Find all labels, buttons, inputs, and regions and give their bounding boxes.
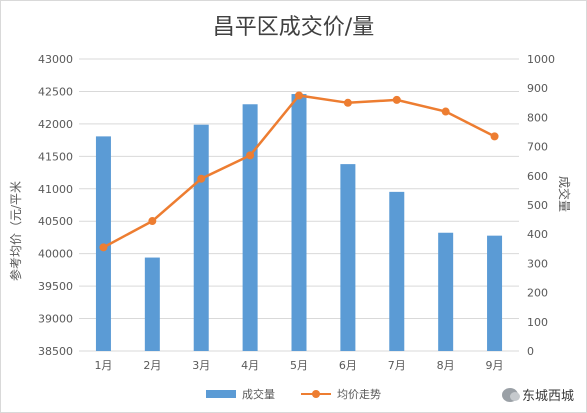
x-tick-label: 6月 [339,359,357,372]
bar [340,164,356,351]
legend-label-bar: 成交量 [242,388,275,401]
x-tick-label: 8月 [437,359,455,372]
line-point [343,98,352,107]
y-right-tick-label: 500 [527,199,548,212]
bar [438,232,454,351]
y-right-tick-label: 400 [527,228,548,241]
x-tick-label: 7月 [388,359,406,372]
legend-label-line: 均价走势 [337,388,381,401]
legend: 成交量 均价走势 [1,386,586,402]
y-left-tick-label: 42500 [38,85,73,98]
watermark: 东城西城 [501,385,574,404]
line-point [246,151,255,160]
bar [144,257,160,351]
x-tick-label: 1月 [94,359,112,372]
x-tick-label: 5月 [290,359,308,372]
bar [291,94,307,351]
bar [193,124,209,351]
legend-swatch-line [301,390,331,398]
line-point [99,243,108,252]
y-right-tick-label: 300 [527,257,548,270]
line-point [295,91,303,100]
x-tick-label: 9月 [486,359,504,372]
x-tick-label: 2月 [143,359,161,372]
y-right-tick-label: 900 [527,82,548,95]
y-left-tick-label: 38500 [38,345,73,358]
y-right-tick-label: 600 [527,170,548,183]
watermark-text: 东城西城 [521,389,574,404]
y-left-tick-label: 40500 [38,215,73,228]
bar [487,235,503,351]
bar [389,191,405,351]
line-point [490,132,499,141]
y-right-tick-label: 0 [527,345,534,358]
legend-swatch-bar [206,390,236,398]
line-point [441,107,450,116]
legend-item-bar: 成交量 [206,386,275,402]
y-right-tick-label: 200 [527,287,548,300]
y-left-tick-label: 41000 [38,183,73,196]
y-left-tick-label: 43000 [38,53,73,66]
y-right-tick-label: 700 [527,141,548,154]
line-point [392,95,401,104]
y-left-tick-label: 39000 [38,313,73,326]
x-tick-label: 3月 [192,359,210,372]
y-left-tick-label: 42000 [38,118,73,131]
y-right-tick-label: 1000 [527,53,555,66]
y-left-tick-label: 40000 [38,248,73,261]
y-left-tick-label: 39500 [38,280,73,293]
chart-title: 昌平区成交价/量 [212,15,375,40]
line-point [148,217,157,226]
y-right-tick-label: 800 [527,111,548,124]
legend-item-line: 均价走势 [301,386,381,402]
x-tick-label: 4月 [241,359,259,372]
bar [242,104,258,351]
y-left-tick-label: 41500 [38,150,73,163]
y-right-tick-label: 100 [527,316,548,329]
line-point [197,174,206,183]
wechat-icon [501,387,520,402]
